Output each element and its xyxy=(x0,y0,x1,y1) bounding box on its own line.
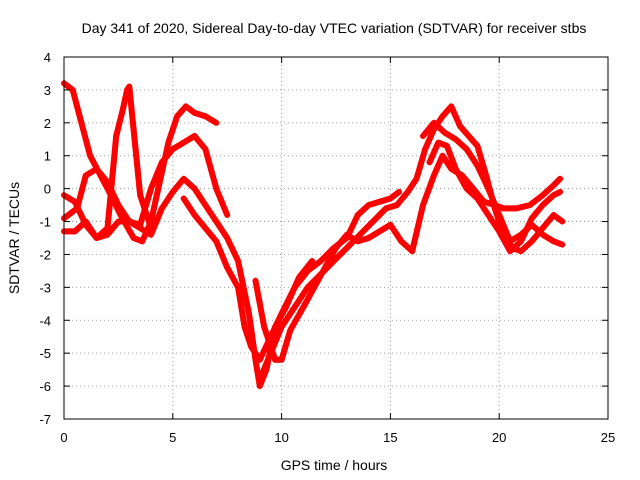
x-tick-label: 10 xyxy=(274,430,288,445)
y-axis: -7 -6 -5 -4 -3 -2 -1 0 1 2 3 4 xyxy=(39,50,608,427)
x-tick-label: 25 xyxy=(601,430,615,445)
x-tick-label: 5 xyxy=(169,430,176,445)
data-point-marker xyxy=(555,177,562,184)
y-tick-label: 1 xyxy=(44,149,51,164)
y-tick-label: -4 xyxy=(39,313,51,328)
series-9-markers xyxy=(426,139,561,255)
y-tick-label: 3 xyxy=(44,83,51,98)
series-6-markers xyxy=(252,152,562,363)
y-tick-label: 2 xyxy=(44,116,51,131)
y-tick-label: -5 xyxy=(39,346,51,361)
x-axis-label: GPS time / hours xyxy=(281,457,388,473)
y-tick-label: -7 xyxy=(39,412,51,427)
data-point-marker xyxy=(211,118,218,125)
x-tick-label: 0 xyxy=(60,430,67,445)
series-layer xyxy=(61,80,566,390)
chart-title: Day 341 of 2020, Sidereal Day-to-day VTE… xyxy=(82,20,587,36)
data-point-marker xyxy=(557,240,564,247)
data-point-marker xyxy=(557,217,564,224)
plot-frame xyxy=(63,56,609,420)
y-tick-label: 4 xyxy=(44,50,51,65)
y-tick-label: -3 xyxy=(39,280,51,295)
y-tick-label: -1 xyxy=(39,215,51,230)
y-tick-label: 0 xyxy=(44,182,51,197)
grid-lines xyxy=(64,57,608,419)
series-8-markers xyxy=(420,119,564,247)
y-tick-label: -2 xyxy=(39,247,51,262)
data-point-marker xyxy=(307,259,314,266)
data-point-marker xyxy=(394,190,401,197)
y-axis-label: SDTVAR / TECUs xyxy=(6,182,22,294)
data-series-6 xyxy=(252,152,564,363)
x-tick-label: 20 xyxy=(492,430,506,445)
data-point-marker xyxy=(223,209,230,216)
x-axis: 0 5 10 15 20 25 xyxy=(60,57,615,445)
data-point-marker xyxy=(554,190,561,197)
y-tick-label: -6 xyxy=(39,379,51,394)
x-tick-label: 15 xyxy=(383,430,397,445)
